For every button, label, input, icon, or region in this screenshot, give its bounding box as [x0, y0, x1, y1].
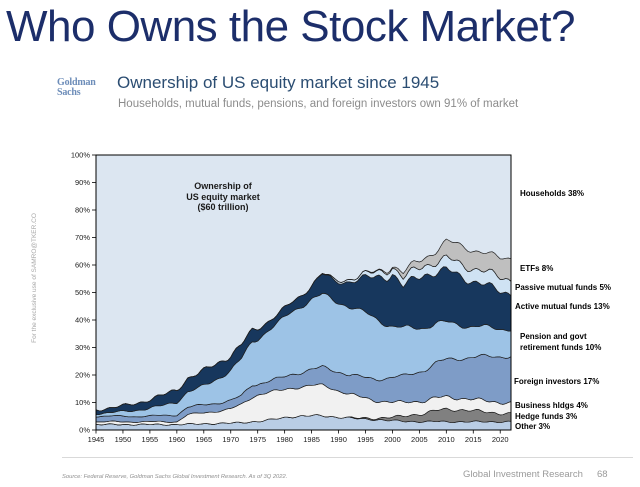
y-axis-tick-label: 40%	[75, 316, 90, 325]
label-foreign-investors: Foreign investors 17%	[514, 377, 600, 386]
label-active-mutual-funds: Active mutual funds 13%	[515, 302, 610, 311]
y-axis-tick-label: 100%	[71, 151, 91, 160]
watermark-text: For the exclusive use of SAMRO@TKER.CO	[31, 213, 38, 343]
page-number: 68	[597, 469, 608, 480]
label-passive-mutual-funds: Passive mutual funds 5%	[515, 283, 612, 292]
chart-annotation: Ownership of US equity market ($60 trill…	[150, 181, 296, 213]
y-axis-tick-label: 60%	[75, 261, 90, 270]
x-axis-tick-label: 2000	[384, 435, 401, 444]
label-other: Other 3%	[515, 422, 551, 431]
slide-title: Who Owns the Stock Market?	[6, 2, 576, 51]
label-business-hldgs: Business hldgs 4%	[515, 401, 588, 410]
logo-line-goldman: Goldman	[57, 77, 96, 88]
source-note: Source: Federal Reserve, Goldman Sachs G…	[62, 474, 287, 480]
x-axis-tick-label: 1980	[276, 435, 293, 444]
y-axis-tick-label: 80%	[75, 206, 90, 215]
label-etfs: ETFs 8%	[520, 264, 554, 273]
annotation-line-3: ($60 trillion)	[197, 202, 249, 212]
logo-line-sachs: Sachs	[57, 86, 81, 98]
y-axis-tick-label: 20%	[75, 371, 90, 380]
x-axis-tick-label: 1975	[249, 435, 266, 444]
label-pension-govt-retirement-funds: Pension and govt retirement funds 10%	[520, 332, 602, 352]
x-axis-tick-label: 2015	[465, 435, 482, 444]
y-axis-tick-label: 30%	[75, 343, 90, 352]
annotation-line-2: US equity market	[186, 191, 260, 202]
y-axis-tick-label: 10%	[75, 398, 90, 407]
y-axis-tick-label: 50%	[75, 288, 90, 297]
y-axis-tick-label: 90%	[75, 178, 90, 187]
x-axis-tick-label: 1960	[169, 435, 186, 444]
label-households: Households 38%	[520, 189, 585, 198]
x-axis-tick-label: 1965	[195, 435, 212, 444]
x-axis-tick-label: 1970	[222, 435, 239, 444]
annotation-line-1: Ownership of	[194, 181, 252, 191]
chart-heading: Ownership of US equity market since 1945	[117, 73, 440, 92]
footer-brand: Global Investment Research	[463, 469, 583, 480]
x-axis-tick-label: 1985	[303, 435, 320, 444]
y-axis-tick-label: 0%	[79, 426, 90, 435]
x-axis-tick-label: 1995	[357, 435, 374, 444]
x-axis-tick-label: 1945	[88, 435, 105, 444]
x-axis-tick-label: 2005	[411, 435, 428, 444]
label-hedge-funds: Hedge funds 3%	[515, 412, 578, 421]
goldman-sachs-logo: Goldman Sachs	[57, 78, 96, 97]
x-axis-tick-label: 1955	[142, 435, 159, 444]
chart-subheading: Households, mutual funds, pensions, and …	[118, 98, 519, 110]
x-axis-tick-label: 1950	[115, 435, 132, 444]
x-axis-tick-label: 2010	[438, 435, 455, 444]
x-axis-tick-label: 1990	[330, 435, 347, 444]
x-axis-tick-label: 2020	[492, 435, 509, 444]
y-axis-tick-label: 70%	[75, 233, 90, 242]
